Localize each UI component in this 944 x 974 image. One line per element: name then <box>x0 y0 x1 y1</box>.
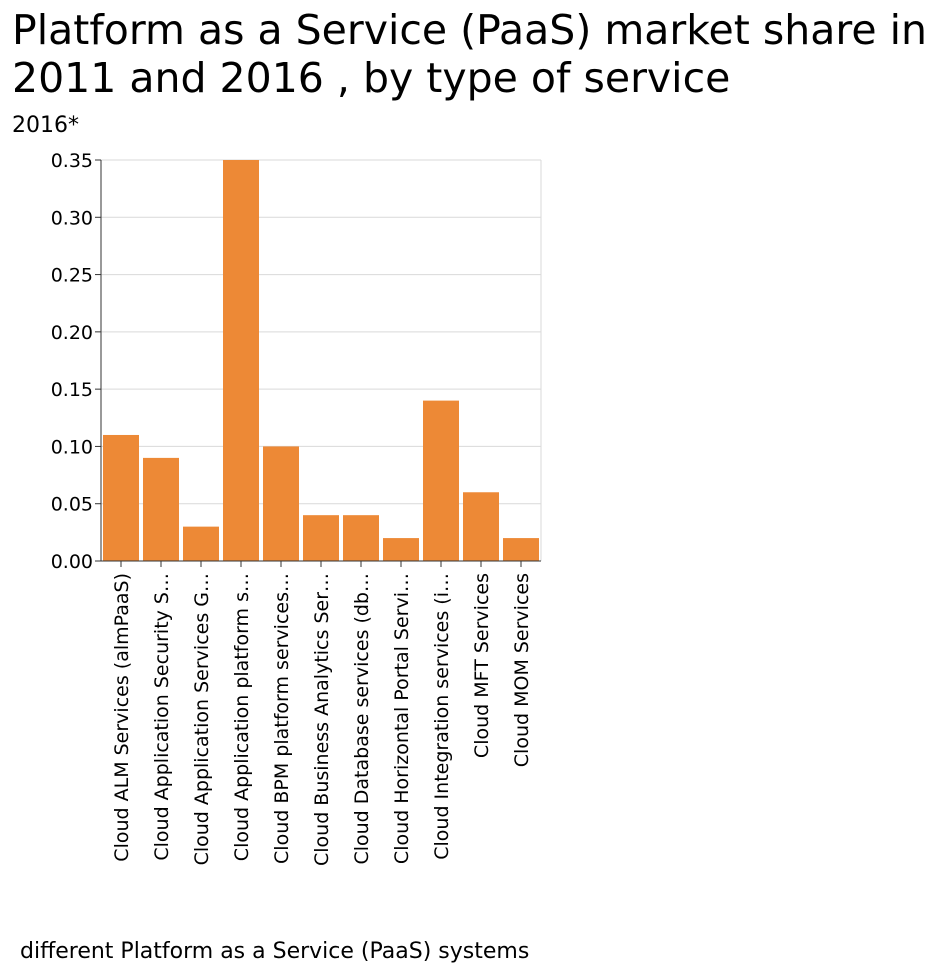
x-tick-label: Cloud MOM Services <box>511 573 533 767</box>
x-tick-label: Cloud Application Services G… <box>191 573 213 865</box>
bar <box>143 457 179 561</box>
bar <box>503 538 539 561</box>
x-tick-label: Cloud Database services (db… <box>351 573 373 865</box>
bar <box>223 160 259 561</box>
bar <box>303 515 339 561</box>
y-tick-label: 0.05 <box>51 494 93 516</box>
x-axis-title: different Platform as a Service (PaaS) s… <box>20 939 529 964</box>
bar <box>383 538 419 561</box>
bar <box>463 492 499 561</box>
y-tick-label: 0.15 <box>51 379 93 401</box>
y-tick-label: 0.00 <box>51 551 93 573</box>
x-tick-label: Cloud Business Analytics Ser… <box>311 573 333 866</box>
x-tick-label: Cloud MFT Services <box>471 573 493 758</box>
x-tick-label: Cloud ALM Services (almPaaS) <box>111 573 133 862</box>
gridlines <box>101 159 542 561</box>
y-tick-label: 0.35 <box>51 150 93 172</box>
chart-title: Platform as a Service (PaaS) market shar… <box>12 6 927 102</box>
bar <box>183 526 219 561</box>
bar <box>103 434 139 561</box>
x-tick-label: Cloud BPM platform services… <box>271 573 293 864</box>
x-tick-label: Cloud Application Security S… <box>151 573 173 861</box>
y-axis-title: 2016* <box>12 113 79 138</box>
x-tick-label: Cloud Integration services (i… <box>431 573 453 860</box>
x-tick-label: Cloud Horizontal Portal Servi… <box>391 573 413 864</box>
axes <box>95 159 541 567</box>
x-tick-label: Cloud Application platform s… <box>231 573 253 861</box>
x-tick-labels: Cloud ALM Services (almPaaS) Cloud Applic… <box>111 573 533 866</box>
y-tick-label: 0.25 <box>51 265 93 287</box>
bar <box>423 400 459 561</box>
bar <box>343 515 379 561</box>
bars <box>103 160 539 561</box>
y-tick-label: 0.10 <box>51 436 93 458</box>
y-tick-labels: 0.00 0.05 0.10 0.15 0.20 0.25 0.30 0.35 <box>51 150 93 573</box>
y-tick-label: 0.20 <box>51 322 93 344</box>
y-tick-label: 0.30 <box>51 207 93 229</box>
bar <box>263 446 299 561</box>
